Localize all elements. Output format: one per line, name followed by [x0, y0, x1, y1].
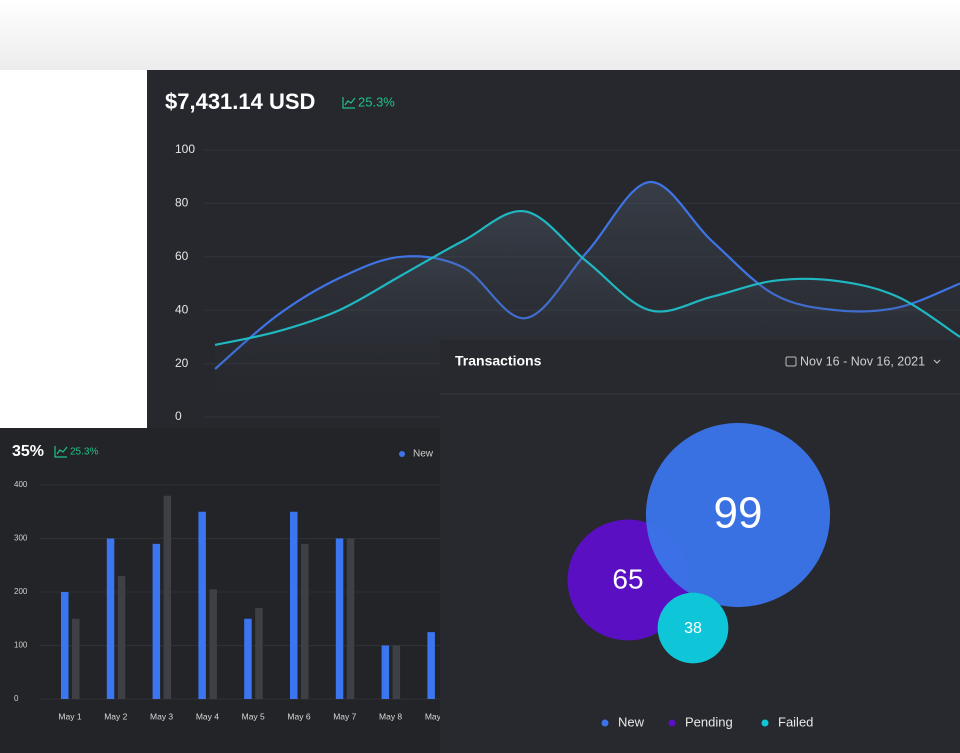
bar	[61, 592, 69, 699]
calendar-icon	[785, 356, 797, 367]
line-legend: New	[399, 449, 434, 460]
bar	[163, 495, 172, 699]
bar	[427, 632, 435, 699]
backdrop	[0, 0, 960, 70]
headline-value: $7,431.14 USD	[165, 89, 315, 114]
bar	[117, 575, 126, 699]
bar	[106, 538, 115, 699]
bar	[72, 618, 80, 699]
bubble	[657, 592, 729, 664]
x-tick-label: May 2	[104, 711, 127, 721]
legend-label: Pending	[685, 714, 733, 729]
bubble-label: 38	[684, 620, 702, 637]
legend-label: New	[413, 449, 434, 460]
change: 25.3%	[358, 94, 395, 109]
y-tick-label: 200	[14, 587, 28, 596]
y-tick-label: 100	[14, 641, 28, 650]
x-tick-label: May 5	[242, 711, 265, 721]
trend-icon	[54, 446, 68, 458]
bar	[209, 589, 217, 699]
legend-swatch	[668, 719, 676, 727]
legend-label: New	[618, 714, 645, 729]
x-tick-label: May 8	[379, 711, 402, 721]
line	[214, 210, 960, 346]
date-range: Nov 16 - Nov 16, 2021	[800, 354, 925, 368]
x-tick-label: May 6	[287, 711, 310, 721]
y-tick-label: 40	[175, 302, 189, 316]
bar	[152, 543, 161, 699]
x-tick-label: May 9	[425, 711, 448, 721]
bubble-card: Transactions Nov 16 - Nov 16, 2021 65 99 38 N…	[440, 340, 960, 753]
x-tick-label: May 7	[333, 711, 356, 721]
x-tick-label: May 3	[150, 711, 173, 721]
y-tick-label: 300	[14, 534, 28, 543]
bar	[392, 645, 401, 699]
legend-swatch	[761, 719, 769, 727]
bar	[244, 618, 252, 699]
bubble-label: 65	[612, 563, 643, 594]
legend-label: Failed	[778, 714, 813, 729]
bar	[255, 608, 263, 699]
bar-card: 35% 25.3% 0 100 200 300 400 May 1 May 2 May 3 May …	[0, 428, 448, 753]
y-tick-label: 20	[175, 356, 189, 370]
y-tick-label: 400	[14, 480, 28, 489]
bar	[381, 645, 390, 699]
legend-swatch	[399, 451, 405, 457]
change: 25.3%	[70, 447, 98, 458]
bar	[346, 538, 355, 699]
x-tick-label: May 1	[58, 711, 81, 721]
bubble	[645, 422, 831, 608]
y-tick-label: 100	[175, 142, 195, 156]
x-tick-label: May 4	[196, 711, 219, 721]
chevron	[933, 359, 941, 364]
y-tick-label: 0	[175, 409, 182, 423]
bar	[290, 511, 298, 699]
bar	[335, 538, 344, 699]
legend-swatch	[601, 719, 609, 727]
y-tick-label: 60	[175, 249, 189, 263]
bubble-label: 99	[714, 489, 763, 538]
trend-icon	[342, 97, 356, 109]
bar	[301, 543, 309, 699]
y-tick-label: 80	[175, 196, 189, 210]
card-title: Transactions	[455, 353, 542, 369]
y-tick-label: 0	[14, 694, 19, 703]
card	[0, 428, 440, 753]
bar	[198, 511, 206, 699]
headline-value: 35%	[12, 443, 44, 460]
